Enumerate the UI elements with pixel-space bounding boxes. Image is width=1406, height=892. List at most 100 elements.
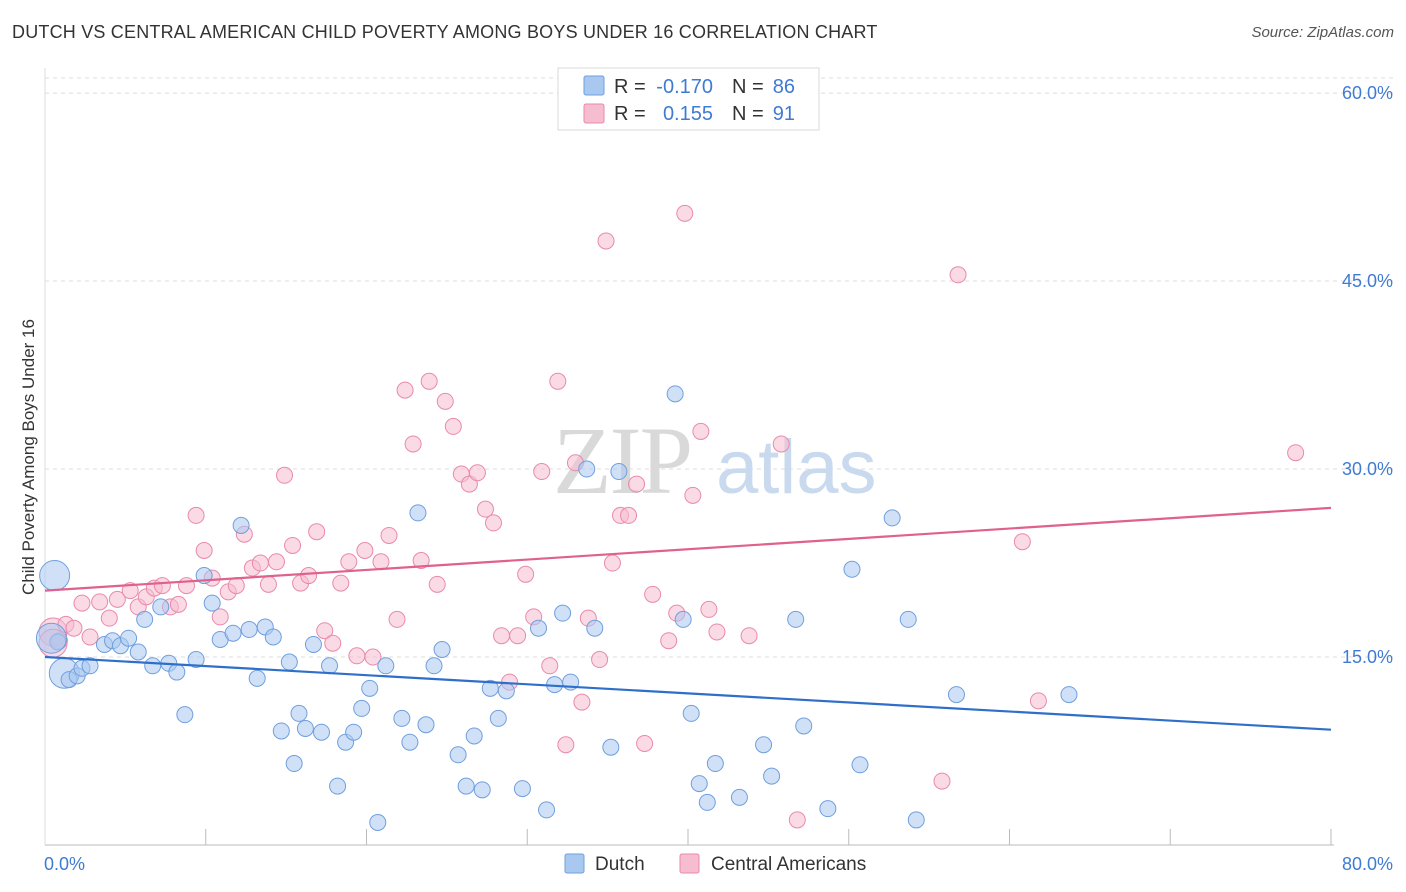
dutch-point [224,624,242,642]
bottom-legend: Dutch Central Americans [564,853,866,875]
dutch-point [578,460,596,478]
central-americans-point [100,609,118,627]
y-tick-label: 60.0% [1342,83,1393,103]
dutch-point [755,736,773,754]
dutch-point [666,385,684,403]
dutch-point [682,704,700,722]
central-americans-point [73,594,91,612]
dutch-point [377,657,395,675]
central-americans-point [933,772,951,790]
dutch-point [353,699,371,717]
central-americans-point [284,536,302,554]
central-americans-point [436,392,454,410]
dutch-point [763,767,781,785]
dutch-point [187,651,205,669]
dutch-point [530,619,548,637]
bottom-legend-swatch-central-americans [679,853,700,874]
dutch-point [361,679,379,697]
dutch-point [321,657,339,675]
central-americans-point [772,435,790,453]
dutch-point [883,509,901,527]
legend-r-label: R = [614,76,646,98]
central-americans-point [692,422,710,440]
dutch-point [787,610,805,628]
dutch-point [602,738,620,756]
source-label: Source: ZipAtlas.com [1251,24,1394,41]
bottom-legend-dutch: Dutch [595,854,645,875]
central-americans-point [259,575,277,593]
dutch-point [129,643,147,661]
dutch-point [285,755,303,773]
central-americans-point [676,204,694,222]
central-americans-point [300,567,318,585]
central-americans-point [308,523,326,541]
dutch-point [304,635,322,653]
dutch-point [907,811,925,829]
dutch-point [433,640,451,658]
central-americans-point [700,600,718,618]
dutch-point [280,653,298,671]
dutch-point [513,780,531,798]
dutch-point [409,504,427,522]
dutch-point [296,719,314,737]
dutch-point [473,781,491,799]
central-americans-point [396,381,414,399]
legend-swatch-central-americans [583,103,605,124]
dutch-point [698,793,716,811]
central-americans-point [177,577,195,595]
y-tick-labels: 15.0% 30.0% 45.0% 60.0% [1342,83,1393,667]
x-ticks [205,829,1332,845]
dutch-point [290,704,308,722]
dutch-point [843,560,861,578]
dutch-point [81,657,99,675]
y-tick-label: 30.0% [1342,459,1393,479]
central-americans-point [636,734,654,752]
dutch-trend-line [44,655,1332,731]
dutch-point [795,717,813,735]
central-americans-point [949,266,967,284]
central-americans-point [708,623,726,641]
dutch-point [690,775,708,793]
dutch-point [120,629,138,647]
central-americans-point [404,435,422,453]
central-americans-point [81,628,99,646]
dutch-point [1060,686,1078,704]
central-americans-point [65,619,83,637]
trend-lines [44,506,1332,731]
dutch-point [417,716,435,734]
legend-r-value: -0.170 [656,76,713,98]
central-americans-point [1013,533,1031,551]
central-americans-point [1029,692,1047,710]
central-americans-point [195,541,213,559]
dutch-point [203,594,221,612]
central-americans-point [644,585,662,603]
central-americans-point [187,506,205,524]
dutch-point [899,610,917,628]
watermark: ZIP atlas [553,407,877,514]
dutch-point [329,777,347,795]
dutch-point [538,801,556,819]
central-americans-point [740,627,758,645]
central-americans-point [684,486,702,504]
dutch-point [312,723,330,741]
central-americans-point [276,466,294,484]
dutch-point [232,516,250,534]
legend: R = -0.170 N = 86 R = 0.155 N = 91 [557,67,820,131]
central-americans-point [591,651,609,669]
central-americans-point [356,541,374,559]
dutch-point [706,755,724,773]
dutch-point [610,463,628,481]
dutch-point [272,722,290,740]
dutch-point [248,669,266,687]
dutch-point [144,657,162,675]
central-americans-point [211,608,229,626]
central-americans-point [108,590,126,608]
central-americans-point [364,648,382,666]
x-tick-label-max: 80.0% [1342,854,1393,874]
y-tick-label: 45.0% [1342,271,1393,291]
dutch-point [851,756,869,774]
central-americans-point [660,632,678,650]
central-americans-point [412,552,430,570]
central-americans-point [316,622,334,640]
dutch-point [345,723,363,741]
